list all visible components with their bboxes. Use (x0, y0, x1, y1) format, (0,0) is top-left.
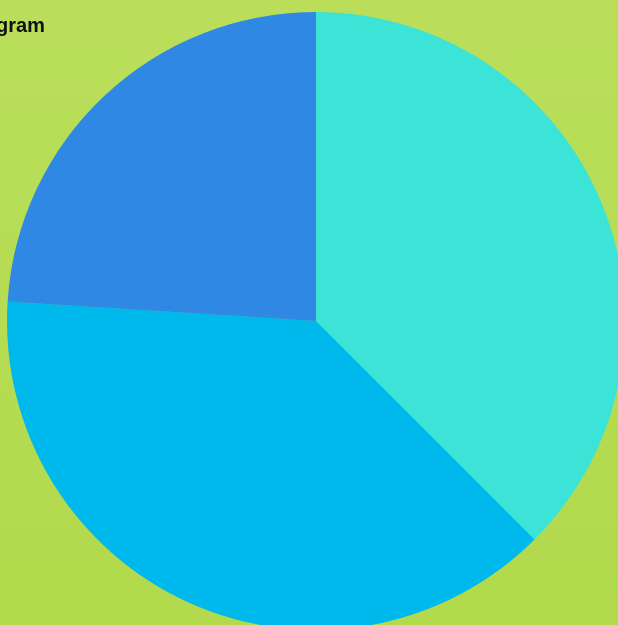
pie-slice-2 (7, 301, 535, 625)
chart-title: gram (0, 15, 45, 37)
pie-slice-3 (7, 12, 316, 321)
pie-slice-1 (316, 12, 618, 540)
